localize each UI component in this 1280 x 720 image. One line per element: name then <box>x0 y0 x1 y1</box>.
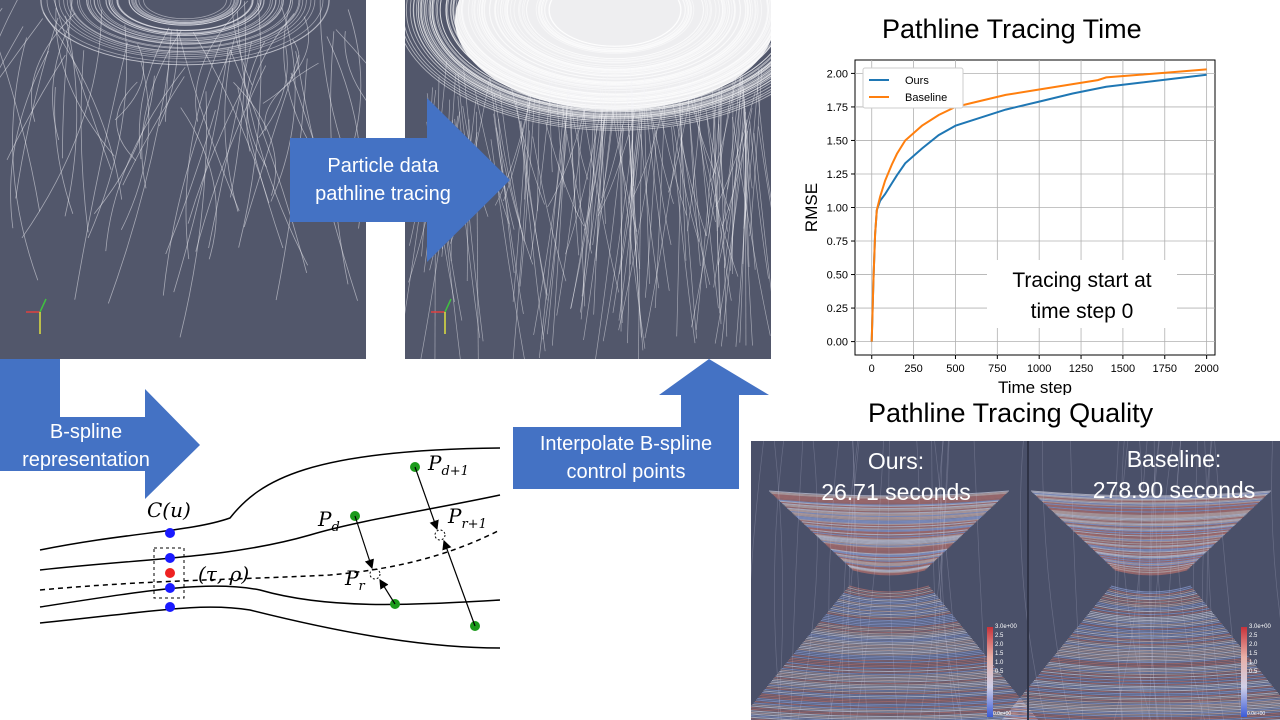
x-tick-label: 1750 <box>1153 363 1177 375</box>
raw-pathlines-image <box>0 0 366 338</box>
axes-triad-icon <box>431 298 452 334</box>
quality-comparison-render: Ours: 26.71 seconds Baseline: 278.90 sec… <box>751 441 1280 720</box>
y-tick-label: 1.00 <box>827 203 848 215</box>
pathline-curve-1 <box>39 447 501 551</box>
curve-point <box>165 528 175 538</box>
traced-pathlines-image <box>405 0 771 359</box>
y-tick-label: 1.25 <box>827 169 848 181</box>
x-tick-label: 1500 <box>1111 363 1135 375</box>
x-axis-label: Time step <box>998 378 1072 395</box>
y-axis-label: RMSE <box>802 183 821 232</box>
y-tick-label: 0.00 <box>827 337 848 349</box>
x-tick-label: 2000 <box>1194 363 1218 375</box>
colorbar-baseline <box>1241 627 1247 717</box>
y-tick-label: 0.50 <box>827 270 848 282</box>
bspline-arrow <box>0 359 200 499</box>
pathline-curve-2 <box>39 494 501 571</box>
tracing-arrow <box>290 98 510 262</box>
legend-label: Baseline <box>905 92 947 104</box>
interpolate-arrow <box>513 359 769 489</box>
label-p-r1: Pr+1 <box>447 504 487 532</box>
x-tick-label: 500 <box>946 363 964 375</box>
series-line-baseline <box>870 68 1207 342</box>
axes-triad-icon <box>26 298 47 334</box>
pathline-dashed-curve <box>39 529 501 591</box>
pathline-curve-4 <box>39 606 501 649</box>
annotation-line1: Tracing start at <box>1012 269 1151 292</box>
x-tick-label: 250 <box>904 363 922 375</box>
curve-point <box>165 583 175 593</box>
y-tick-label: 1.75 <box>827 102 848 114</box>
traced-pathlines-render <box>405 0 771 359</box>
x-tick-label: 0 <box>869 363 875 375</box>
x-tick-label: 750 <box>988 363 1006 375</box>
curve-point <box>165 602 175 612</box>
quality-pathlines-image <box>751 441 1280 720</box>
baseline-caption: Baseline: 278.90 seconds <box>1092 446 1256 503</box>
colorbar-ours <box>987 627 993 717</box>
chart-legend: Ours Baseline <box>862 67 964 109</box>
x-tick-label: 1250 <box>1069 363 1093 375</box>
colorbar-baseline-bottom: 0.0e+00 <box>1247 711 1266 717</box>
annotation-box <box>987 260 1177 328</box>
label-p-d: Pd <box>317 507 340 535</box>
quality-title: Pathline Tracing Quality <box>868 398 1154 428</box>
bspline-arrow-label: B-spline representation <box>22 421 150 471</box>
bspline-diagram: C(u) (τ, ρ) Pd Pd+1 Pr Pr+1 <box>39 447 501 649</box>
label-c-u: C(u) <box>147 498 191 522</box>
curve-point <box>165 553 175 563</box>
annotation-line2: time step 0 <box>1031 300 1134 323</box>
colorbar-baseline-ticks: 3.0e+00 2.5 2.0 1.5 1.0 0.5 <box>1249 624 1271 675</box>
interpolated-point-pr <box>369 568 381 580</box>
colorbar-ours-ticks: 3.0e+00 2.5 2.0 1.5 1.0 0.5 <box>995 624 1017 675</box>
interpolate-arrow-label: Interpolate B-spline control points <box>539 433 713 483</box>
y-tick-label: 0.75 <box>827 236 848 248</box>
colorbar-ours-bottom: 0.0e+00 <box>993 711 1012 717</box>
pathline-curve-3 <box>39 585 501 608</box>
quality-divider <box>1027 441 1029 720</box>
label-p-d1: Pd+1 <box>427 451 469 479</box>
legend-label: Ours <box>905 75 929 87</box>
y-tick-label: 2.00 <box>827 68 848 80</box>
query-point <box>165 568 175 578</box>
label-p-r: Pr <box>344 566 365 594</box>
label-tau-rho: (τ, ρ) <box>198 562 249 586</box>
y-tick-label: 1.50 <box>827 135 848 147</box>
tracing-arrow-label: Particle data pathline tracing <box>315 155 451 205</box>
ours-caption: Ours: 26.71 seconds <box>821 448 971 505</box>
chart-title: Pathline Tracing Time <box>882 14 1142 44</box>
y-tick-label: 0.25 <box>827 303 848 315</box>
query-box <box>153 547 185 599</box>
rmse-line-chart: 0 250 500 750 1000 1250 1500 1750 2000 0.00 0.25 0.… <box>802 59 1219 395</box>
x-tick-label: 1000 <box>1027 363 1051 375</box>
interpolated-point-pr1 <box>434 529 446 541</box>
